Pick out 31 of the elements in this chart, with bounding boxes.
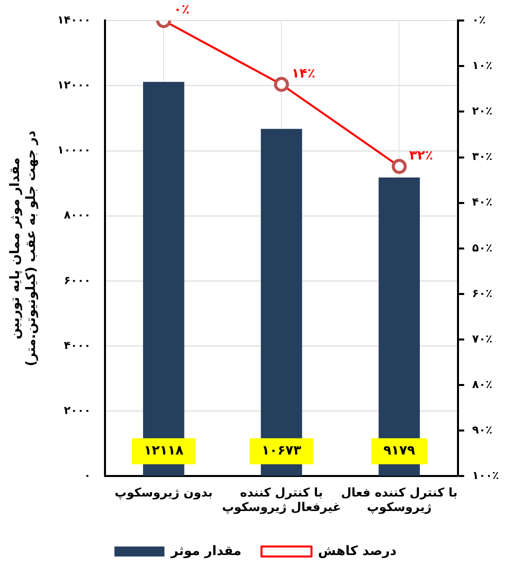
data-label: ۱۴٪ xyxy=(291,66,316,82)
y2-tick-label: ۷۰٪ xyxy=(472,332,492,346)
y2-tick-label: ۲۰٪ xyxy=(472,104,492,118)
y-axis-title: مقدار موثر ممان پایه توربین در جهت جلو به عقب (کیلونیوتن.متر) xyxy=(8,130,39,366)
x-tick-label: بدون ژیروسکوپ xyxy=(114,486,213,500)
data-label: ۹۱۷۹ xyxy=(383,444,416,459)
y2-tick-label: ۴۰٪ xyxy=(472,196,492,209)
y2-tick-label: ۱۰٪ xyxy=(472,59,492,72)
y2-tick-label: ۳۰٪ xyxy=(472,150,492,164)
legend-label: مقدار موثر xyxy=(170,544,242,559)
x-tick-label: با کنترل کننده فعال ژیروسکوپ xyxy=(340,486,458,514)
data-label: ۱۲۱۱۸ xyxy=(144,444,184,459)
y-tick-label: ۱۰۰۰۰ xyxy=(57,144,91,157)
y-tick-label: ۰ xyxy=(84,469,91,482)
y-tick-label: ۴۰۰۰ xyxy=(64,338,91,352)
y2-tick-label: ۸۰٪ xyxy=(472,378,492,391)
data-label: ۰٪ xyxy=(174,2,190,18)
y-tick-label: ۶۰۰۰ xyxy=(64,274,91,287)
legend-label: درصد کاهش xyxy=(318,544,397,559)
y2-tick-label: ۱۰۰٪ xyxy=(472,469,500,482)
y2-tick-label: ۶۰٪ xyxy=(472,286,492,300)
y-tick-label: ۸۰۰۰ xyxy=(64,208,91,222)
y2-tick-label: ۹۰٪ xyxy=(472,424,492,436)
y-tick-label: ۱۴۰۰۰ xyxy=(57,13,91,26)
y-tick-label: ۱۲۰۰۰ xyxy=(57,78,91,92)
x-tick-label: با کنترل کننده غیرفعال ژیروسکوپ xyxy=(222,486,341,514)
y2-tick-label: ۰٪ xyxy=(472,13,486,26)
y-tick-label: ۲۰۰۰ xyxy=(64,404,91,417)
data-label: ۱۰۶۷۳ xyxy=(262,444,302,459)
y2-tick-label: ۵۰٪ xyxy=(472,241,492,254)
data-label: ۳۲٪ xyxy=(409,148,434,164)
